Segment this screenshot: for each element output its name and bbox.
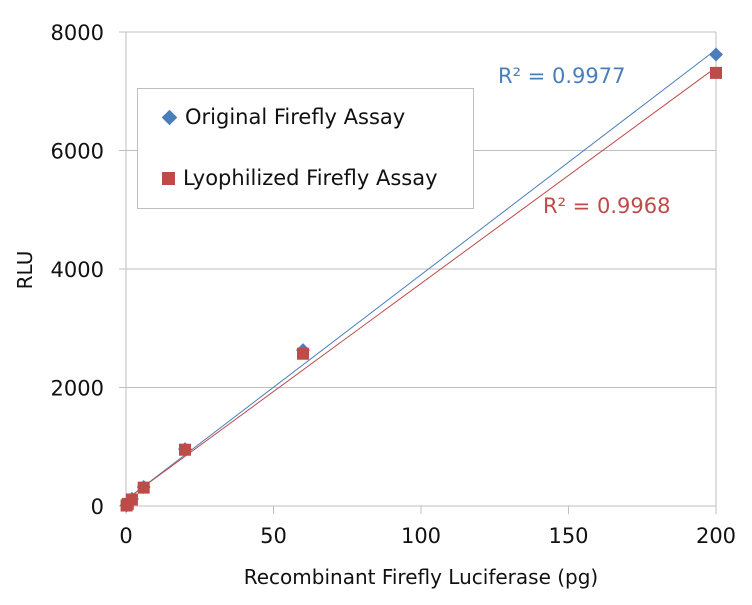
x-tick-label: 200 bbox=[696, 524, 736, 548]
trendline bbox=[128, 67, 717, 498]
tick-labels: 0 2000 4000 6000 8000 0 50 100 150 200 bbox=[51, 21, 737, 548]
diamond-marker-icon bbox=[161, 109, 178, 125]
legend: Original Firefly Assay Lyophilized Firef… bbox=[137, 88, 474, 209]
y-tick-label: 4000 bbox=[51, 258, 104, 282]
trendlines bbox=[128, 49, 717, 498]
y-tick-label: 2000 bbox=[51, 377, 104, 401]
legend-label-lyophilized: Lyophilized Firefly Assay bbox=[183, 166, 438, 190]
y-axis-title: RLU bbox=[13, 251, 37, 290]
square-point bbox=[710, 66, 722, 79]
square-point bbox=[297, 347, 309, 360]
x-tick-label: 100 bbox=[401, 524, 441, 548]
square-point bbox=[179, 443, 191, 456]
r-squared-lyophilized: R² = 0.9968 bbox=[543, 194, 671, 218]
trendline bbox=[128, 49, 717, 498]
diamond-point bbox=[709, 47, 723, 62]
square-point bbox=[137, 481, 150, 494]
square-marker-icon bbox=[162, 171, 175, 185]
legend-label-original: Original Firefly Assay bbox=[185, 105, 406, 129]
y-tick-label: 6000 bbox=[51, 140, 104, 164]
axes bbox=[119, 31, 717, 514]
x-axis-title: Recombinant Firefly Luciferase (pg) bbox=[244, 565, 598, 589]
r-squared-original: R² = 0.9977 bbox=[498, 64, 626, 88]
y-tick-label: 0 bbox=[91, 495, 104, 519]
x-tick-label: 50 bbox=[260, 524, 287, 548]
x-tick-label: 0 bbox=[119, 524, 132, 548]
legend-item-original: Original Firefly Assay bbox=[161, 105, 406, 129]
y-tick-label: 8000 bbox=[51, 21, 104, 45]
x-tick-label: 150 bbox=[548, 524, 588, 548]
legend-item-lyophilized: Lyophilized Firefly Assay bbox=[162, 166, 438, 190]
data-points bbox=[119, 47, 723, 513]
square-point bbox=[125, 493, 138, 506]
